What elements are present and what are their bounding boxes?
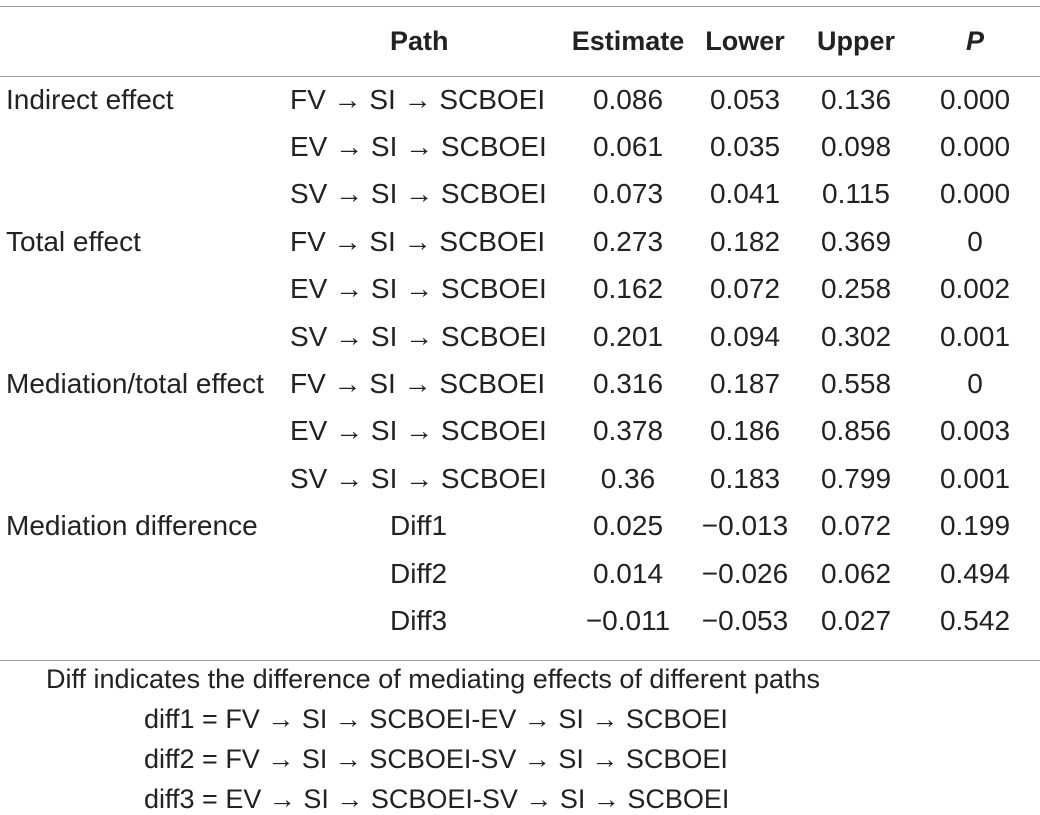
header-upper: Upper — [816, 25, 895, 56]
row-estimate: 0.061 — [592, 131, 664, 163]
row-p-value: 0.003 — [939, 415, 1011, 447]
row-path: FV → SI → SCBOEI — [290, 368, 546, 400]
row-upper: 0.027 — [820, 604, 892, 636]
table-row: Mediation difference Diff1 0.025 −0.013 … — [0, 503, 1040, 550]
row-upper: 0.062 — [820, 557, 892, 589]
row-upper: 0.558 — [820, 368, 892, 400]
table-row: SV → SI → SCBOEI 0.073 0.041 0.115 0.000 — [0, 171, 1040, 218]
footnote-diff3: diff3 = EV → SI → SCBOEI-SV → SI → SCBOE… — [144, 784, 730, 814]
row-p-value: 0.199 — [939, 510, 1011, 542]
row-lower: 0.072 — [709, 273, 781, 305]
header-label — [0, 6, 282, 76]
row-estimate: −0.011 — [585, 604, 671, 636]
row-label — [0, 171, 282, 218]
footnote-intro: Diff indicates the difference of mediati… — [46, 664, 820, 694]
row-path: SV → SI → SCBOEI — [290, 320, 547, 352]
table-row: Total effect FV → SI → SCBOEI 0.273 0.18… — [0, 218, 1040, 265]
row-p-value: 0 — [967, 225, 983, 257]
row-p-value: 0.542 — [939, 604, 1011, 636]
row-lower: 0.035 — [709, 131, 781, 163]
row-p-value: 0.000 — [939, 83, 1011, 115]
header-path: Path — [390, 25, 449, 56]
row-p-value: 0 — [967, 368, 983, 400]
row-lower: −0.013 — [701, 510, 789, 542]
row-upper: 0.136 — [820, 83, 892, 115]
row-estimate: 0.014 — [592, 557, 664, 589]
table-header-row: Path Estimate Lower Upper P — [0, 6, 1040, 76]
row-path: FV → SI → SCBOEI — [290, 225, 546, 257]
row-p-value: 0.000 — [939, 178, 1011, 210]
row-estimate: 0.273 — [592, 225, 664, 257]
row-label — [0, 408, 282, 455]
row-lower: 0.186 — [709, 415, 781, 447]
row-path: EV → SI → SCBOEI — [290, 131, 547, 163]
row-label — [0, 313, 282, 360]
row-path: EV → SI → SCBOEI — [290, 415, 547, 447]
table-row: Indirect effect FV → SI → SCBOEI 0.086 0… — [0, 76, 1040, 123]
row-lower: 0.183 — [709, 462, 781, 494]
row-path: EV → SI → SCBOEI — [290, 273, 547, 305]
row-estimate: 0.201 — [592, 320, 664, 352]
row-estimate: 0.086 — [592, 83, 664, 115]
footnote-diff1: diff1 = FV → SI → SCBOEI-EV → SI → SCBOE… — [144, 704, 728, 734]
row-label — [0, 597, 282, 644]
row-label — [0, 455, 282, 502]
table-row: Diff2 0.014 −0.026 0.062 0.494 — [0, 550, 1040, 597]
table-row: EV → SI → SCBOEI 0.378 0.186 0.856 0.003 — [0, 408, 1040, 455]
row-upper: 0.072 — [820, 510, 892, 542]
row-upper: 0.115 — [822, 178, 890, 210]
header-estimate: Estimate — [571, 25, 685, 56]
row-label — [0, 123, 282, 170]
table-header-rule — [0, 76, 1040, 77]
row-upper: 0.799 — [820, 462, 892, 494]
row-lower: −0.026 — [701, 557, 789, 589]
row-p-value: 0.001 — [939, 320, 1011, 352]
header-p-value: P — [965, 25, 984, 56]
row-label — [0, 266, 282, 313]
row-lower: 0.041 — [709, 178, 781, 210]
row-path: SV → SI → SCBOEI — [290, 178, 547, 210]
row-upper: 0.369 — [820, 225, 892, 257]
row-path: SV → SI → SCBOEI — [290, 462, 547, 494]
row-estimate: 0.316 — [592, 368, 664, 400]
row-upper: 0.258 — [820, 273, 892, 305]
table-row: EV → SI → SCBOEI 0.061 0.035 0.098 0.000 — [0, 123, 1040, 170]
row-estimate: 0.378 — [592, 415, 664, 447]
row-label: Mediation difference — [6, 510, 258, 542]
row-label: Total effect — [6, 225, 141, 257]
row-lower: −0.053 — [701, 604, 789, 636]
table-row: Mediation/total effect FV → SI → SCBOEI … — [0, 360, 1040, 407]
row-path: Diff3 — [390, 604, 448, 636]
row-p-value: 0.494 — [939, 557, 1011, 589]
row-path: Diff1 — [390, 510, 448, 542]
row-path: FV → SI → SCBOEI — [290, 83, 546, 115]
row-estimate: 0.36 — [600, 462, 656, 494]
row-upper: 0.856 — [820, 415, 892, 447]
table-row: EV → SI → SCBOEI 0.162 0.072 0.258 0.002 — [0, 266, 1040, 313]
row-estimate: 0.025 — [592, 510, 664, 542]
row-upper: 0.098 — [820, 131, 892, 163]
row-label: Mediation/total effect — [6, 368, 264, 400]
row-lower: 0.053 — [709, 83, 781, 115]
table-row: SV → SI → SCBOEI 0.201 0.094 0.302 0.001 — [0, 313, 1040, 360]
table-row: Diff3 −0.011 −0.053 0.027 0.542 — [0, 597, 1040, 644]
row-path: Diff2 — [390, 557, 448, 589]
row-estimate: 0.073 — [592, 178, 664, 210]
row-estimate: 0.162 — [592, 273, 664, 305]
row-label: Indirect effect — [6, 83, 174, 115]
row-lower: 0.094 — [709, 320, 781, 352]
table-bottom-rule — [0, 660, 1040, 661]
footnote-diff2: diff2 = FV → SI → SCBOEI-SV → SI → SCBOE… — [144, 744, 728, 774]
mediation-results-table: Path Estimate Lower Upper P Indirect eff… — [0, 6, 1040, 645]
row-upper: 0.302 — [820, 320, 892, 352]
row-lower: 0.187 — [709, 368, 781, 400]
row-label — [0, 550, 282, 597]
row-p-value: 0.001 — [939, 462, 1011, 494]
row-p-value: 0.000 — [939, 131, 1011, 163]
header-lower: Lower — [705, 25, 785, 56]
row-lower: 0.182 — [709, 225, 781, 257]
row-p-value: 0.002 — [939, 273, 1011, 305]
table-row: SV → SI → SCBOEI 0.36 0.183 0.799 0.001 — [0, 455, 1040, 502]
table-top-rule — [0, 6, 1040, 7]
